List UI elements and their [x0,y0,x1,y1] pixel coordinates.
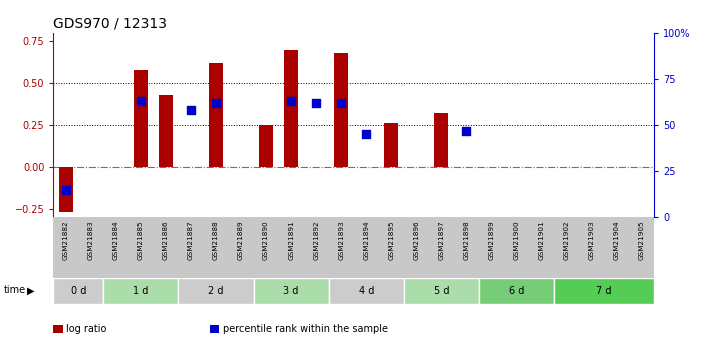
Text: GSM21885: GSM21885 [138,220,144,260]
Point [210,100,222,106]
Point [336,100,347,106]
Text: GSM21895: GSM21895 [388,220,395,260]
Bar [479,278,554,304]
Bar [53,278,103,304]
Text: GSM21891: GSM21891 [288,220,294,260]
Text: GSM21904: GSM21904 [614,220,619,260]
Text: GSM21903: GSM21903 [589,220,594,260]
Bar [59,167,73,212]
Bar [178,278,254,304]
Text: GSM21884: GSM21884 [113,220,119,260]
Bar [385,124,398,167]
Text: GSM21900: GSM21900 [513,220,520,260]
Text: GSM21887: GSM21887 [188,220,194,260]
Text: GSM21886: GSM21886 [163,220,169,260]
Bar [404,278,479,304]
Text: 4 d: 4 d [358,286,374,296]
Bar [328,278,404,304]
Point [135,98,146,104]
Bar [434,113,448,167]
Point [311,100,322,106]
Bar [334,53,348,167]
Text: GSM21905: GSM21905 [638,220,645,260]
Text: GSM21898: GSM21898 [464,220,469,260]
Bar [260,125,273,167]
Text: 6 d: 6 d [509,286,524,296]
Text: 0 d: 0 d [70,286,86,296]
Bar [554,278,654,304]
Text: GSM21901: GSM21901 [538,220,545,260]
Text: ▶: ▶ [27,286,35,295]
Text: GSM21897: GSM21897 [439,220,444,260]
Bar [284,50,298,167]
Bar [134,70,148,167]
Point [60,187,72,193]
Point [360,131,372,137]
Bar [103,278,178,304]
Text: 3 d: 3 d [284,286,299,296]
Text: GSM21893: GSM21893 [338,220,344,260]
Text: GDS970 / 12313: GDS970 / 12313 [53,16,167,30]
Text: GSM21890: GSM21890 [263,220,269,260]
Text: percentile rank within the sample: percentile rank within the sample [223,324,387,334]
Text: GSM21892: GSM21892 [313,220,319,260]
Text: 7 d: 7 d [597,286,611,296]
Point [285,98,296,104]
Text: GSM21894: GSM21894 [363,220,369,260]
Text: 1 d: 1 d [133,286,149,296]
Bar [254,278,328,304]
Text: log ratio: log ratio [66,324,107,334]
Bar [209,63,223,167]
Bar [159,95,173,167]
Text: 5 d: 5 d [434,286,449,296]
Text: GSM21889: GSM21889 [238,220,244,260]
Point [186,108,197,113]
Text: 2 d: 2 d [208,286,224,296]
Text: time: time [4,286,26,295]
Text: GSM21888: GSM21888 [213,220,219,260]
Text: GSM21896: GSM21896 [413,220,419,260]
Text: GSM21882: GSM21882 [63,220,69,260]
Text: GSM21899: GSM21899 [488,220,494,260]
Text: GSM21883: GSM21883 [88,220,94,260]
Point [461,128,472,134]
Text: GSM21902: GSM21902 [564,220,570,260]
